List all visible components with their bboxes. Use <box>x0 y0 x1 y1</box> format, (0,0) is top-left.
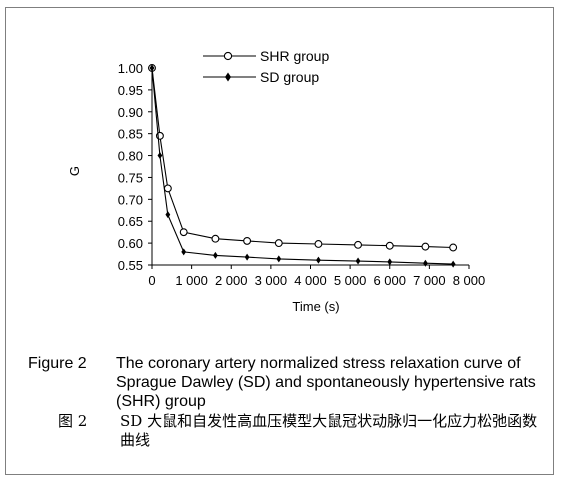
caption-english: Figure 2 The coronary artery normalized … <box>28 354 548 411</box>
caption-cn-label: 图 2 <box>58 412 88 430</box>
x-tick-label: 2 000 <box>215 273 248 288</box>
data-point-sd <box>423 259 428 267</box>
data-point-shr <box>274 239 283 248</box>
series-line-sd <box>151 67 454 265</box>
x-tick-label: 4 000 <box>294 273 327 288</box>
data-point-sd <box>157 152 163 160</box>
x-tick-label: 5 000 <box>334 273 367 288</box>
y-tick-label: 0.55 <box>118 258 143 273</box>
legend-marker-shr <box>223 51 233 61</box>
series-sd <box>149 64 456 268</box>
x-tick-label: 6 000 <box>373 273 406 288</box>
y-tick-label: 1.00 <box>118 61 143 76</box>
y-axis-ticks: 0.55 0.60 0.65 0.70 0.75 0.80 0.85 0.90 0.95 1.00 <box>118 61 152 273</box>
line-chart: 0.55 0.60 0.65 0.70 0.75 0.80 0.85 0.90 0.95 1.00… <box>67 48 485 314</box>
data-point-sd <box>149 64 155 72</box>
x-tick-label: 1 000 <box>175 273 208 288</box>
data-point-shr <box>211 234 220 243</box>
caption-cn-text: SD 大鼠和自发性高血压模型大鼠冠状动脉归一化应力松弛函数曲线 <box>120 412 538 449</box>
y-tick-label: 0.85 <box>118 127 143 142</box>
y-tick-label: 0.95 <box>118 83 143 98</box>
caption-en-text: The coronary artery normalized stress re… <box>116 355 536 410</box>
x-tick-label: 7 000 <box>413 273 446 288</box>
data-point-shr <box>163 184 172 193</box>
y-tick-label: 0.70 <box>118 192 143 207</box>
data-point-shr <box>243 236 252 245</box>
legend-item-sd: SD group <box>203 69 319 85</box>
series-shr <box>148 64 458 252</box>
y-axis-title: G <box>67 166 82 176</box>
figure-frame: 0.55 0.60 0.65 0.70 0.75 0.80 0.85 0.90 0.95 1.00… <box>5 7 554 475</box>
y-tick-label: 0.90 <box>118 105 143 120</box>
y-tick-label: 0.65 <box>118 214 143 229</box>
y-tick-label: 0.75 <box>118 170 143 185</box>
x-axis-ticks: 0 1 000 2 000 3 000 4 000 5 000 6 000 7 000 8 00… <box>148 265 485 288</box>
data-point-shr <box>385 241 394 250</box>
data-point-sd <box>165 211 171 219</box>
x-tick-label: 3 000 <box>255 273 288 288</box>
figure-caption: Figure 2 The coronary artery normalized … <box>28 354 548 450</box>
data-point-sd <box>213 251 218 259</box>
data-point-shr <box>354 240 362 249</box>
y-tick-label: 0.60 <box>118 236 143 251</box>
data-point-shr <box>179 228 188 237</box>
y-tick-label: 0.80 <box>118 149 143 164</box>
data-point-shr <box>449 243 458 252</box>
data-point-sd <box>244 253 250 261</box>
data-point-sd <box>276 255 282 263</box>
data-point-sd <box>387 258 393 266</box>
data-point-shr <box>314 240 323 248</box>
legend-marker-sd <box>225 72 231 82</box>
data-point-sd <box>181 248 187 256</box>
legend-label-shr: SHR group <box>260 48 329 64</box>
data-point-sd <box>355 257 361 265</box>
data-point-sd <box>450 260 456 268</box>
legend: SHR group SD group <box>203 48 329 85</box>
legend-item-shr: SHR group <box>203 48 329 64</box>
series-layer <box>148 64 458 268</box>
caption-en-label: Figure 2 <box>28 355 87 372</box>
x-axis-title: Time (s) <box>292 299 339 314</box>
data-point-shr <box>421 242 430 251</box>
series-line-shr <box>151 67 454 249</box>
legend-label-sd: SD group <box>260 69 319 85</box>
data-point-sd <box>316 256 321 264</box>
x-tick-label: 0 <box>148 273 155 288</box>
caption-chinese: 图 2 SD 大鼠和自发性高血压模型大鼠冠状动脉归一化应力松弛函数曲线 <box>28 412 548 450</box>
x-tick-label: 8 000 <box>453 273 486 288</box>
